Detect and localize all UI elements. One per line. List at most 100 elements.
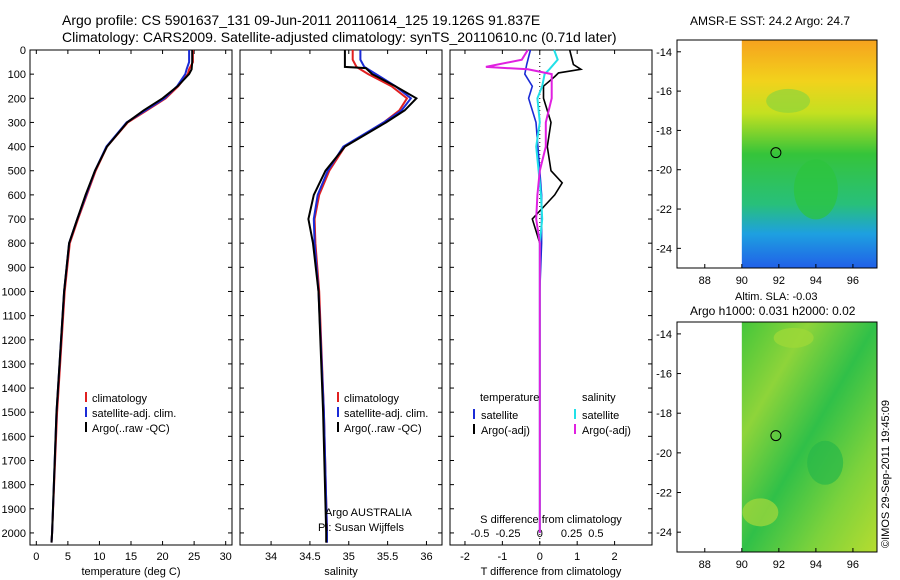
- x-tick-label: 34.5: [299, 551, 320, 563]
- x-tick-label: 10: [93, 551, 105, 563]
- y-tick-label: 200: [8, 93, 26, 105]
- x-tick-label: 15: [125, 551, 137, 563]
- panel-frame: [29, 49, 233, 546]
- x-axis-label: temperature (deg C): [81, 566, 180, 578]
- map-y-tick-label: -20: [656, 165, 672, 177]
- x-tick-label: 5: [65, 551, 71, 563]
- y-tick-label: 400: [8, 142, 26, 154]
- panel-1: 0 5 10 15 20 25 300100200300400500600700800900…: [2, 45, 233, 578]
- y-tick-label: 1000: [2, 286, 26, 298]
- map-x-tick-label: 94: [810, 559, 822, 571]
- y-tick-label: 1800: [2, 480, 26, 492]
- legend-label: satellite: [582, 410, 619, 422]
- x-axis-label: salinity: [324, 566, 358, 578]
- map-x-tick-label: 90: [736, 559, 748, 571]
- y-tick-label: 700: [8, 214, 26, 226]
- map-blob: [773, 327, 814, 348]
- y-tick-label: 1300: [2, 359, 26, 371]
- map-x-tick-label: 90: [736, 275, 748, 287]
- map-x-tick-label: 96: [847, 559, 859, 571]
- float-position-marker: [770, 147, 782, 159]
- annotation-institution: Argo AUSTRALIA: [325, 507, 412, 519]
- sst-map: 88 90 92 94 96 -14 -16 -18 -20 -22 -24: [656, 39, 878, 287]
- legend-label: Argo(..raw -QC): [92, 423, 170, 435]
- map-y-tick-label: -22: [656, 488, 672, 500]
- x-tick-label: -1: [497, 551, 507, 563]
- x-tick-label: 0: [33, 551, 39, 563]
- float-position-marker: [770, 430, 782, 442]
- map-x-tick-label: 92: [773, 559, 785, 571]
- map-blob: [793, 159, 838, 220]
- profile-title: Argo profile: CS 5901637_131 09-Jun-2011…: [62, 12, 541, 28]
- map-blob: [807, 440, 844, 485]
- legend-label: satellite: [481, 410, 518, 422]
- panel-frame: [239, 49, 443, 546]
- series-line: [50, 50, 194, 543]
- legend-label: Argo(-adj): [481, 425, 530, 437]
- x-tick-label: 35: [343, 551, 355, 563]
- x-tick-label: 36: [420, 551, 432, 563]
- series-line: [485, 49, 553, 533]
- x-tick-label: 30: [220, 551, 232, 563]
- map-y-tick-label: -24: [656, 243, 672, 255]
- map-x-tick-label: 88: [699, 559, 711, 571]
- map-blob: [766, 88, 811, 113]
- y-tick-label: 800: [8, 238, 26, 250]
- legend-label: climatology: [92, 393, 148, 405]
- annotation-pi: PI: Susan Wijffels: [318, 522, 404, 534]
- s-tick-label: -0.25: [495, 528, 520, 540]
- y-tick-label: 1100: [2, 311, 26, 323]
- legend-label: climatology: [344, 393, 400, 405]
- map-y-tick-label: -24: [656, 527, 672, 539]
- y-tick-label: 2000: [2, 528, 26, 540]
- map-field: [741, 40, 877, 268]
- panel-frame: [449, 49, 653, 546]
- map-x-tick-label: 96: [847, 275, 859, 287]
- legend-header: salinity: [582, 392, 616, 404]
- s-tick-label: -0.5: [470, 528, 489, 540]
- map-blob: [742, 498, 779, 527]
- x-tick-label: 20: [156, 551, 168, 563]
- x-tick-label: -2: [460, 551, 470, 563]
- legend-label: Argo(..raw -QC): [344, 423, 422, 435]
- panel-2: 34 34.5 35 35.5 36 salinity climatology satelli…: [239, 49, 443, 578]
- sla-map-subtitle: Argo h1000: 0.031 h2000: 0.02: [690, 304, 856, 318]
- legend-label: satellite-adj. clim.: [344, 408, 428, 420]
- y-tick-label: 100: [8, 69, 26, 81]
- map-x-tick-label: 88: [699, 275, 711, 287]
- sla-map: 88 90 92 94 96 -14 -16 -18 -20 -22 -24: [656, 321, 878, 571]
- series-line: [307, 50, 419, 543]
- map-y-tick-label: -22: [656, 204, 672, 216]
- y-tick-label: 1500: [2, 407, 26, 419]
- legend-label: Argo(-adj): [582, 425, 631, 437]
- x-tick-label: 35.5: [377, 551, 398, 563]
- y-tick-label: 900: [8, 262, 26, 274]
- y-tick-label: 1600: [2, 431, 26, 443]
- map-frame: [676, 39, 878, 269]
- legend-label: satellite-adj. clim.: [92, 408, 176, 420]
- map-y-tick-label: -16: [656, 369, 672, 381]
- y-tick-label: 1400: [2, 383, 26, 395]
- s-tick-label: 0.25: [561, 528, 582, 540]
- sst-map-title: AMSR-E SST: 24.2 Argo: 24.7: [690, 14, 851, 28]
- s-tick-label: 0.5: [588, 528, 603, 540]
- y-tick-label: 500: [8, 166, 26, 178]
- y-tick-label: 1700: [2, 455, 26, 467]
- x-tick-label: 0: [537, 551, 543, 563]
- map-y-tick-label: -14: [656, 329, 672, 341]
- x-tick-label: 1: [574, 551, 580, 563]
- map-x-tick-label: 94: [810, 275, 822, 287]
- map-x-tick-label: 92: [773, 275, 785, 287]
- map-y-tick-label: -18: [656, 408, 672, 420]
- x-tick-label: 34: [265, 551, 277, 563]
- sla-map-title: Altim. SLA: -0.03: [735, 291, 818, 303]
- map-y-tick-label: -18: [656, 125, 672, 137]
- s-axis-label: S difference from climatology: [480, 514, 622, 526]
- x-axis-label: T difference from climatology: [481, 566, 622, 578]
- y-tick-label: 600: [8, 190, 26, 202]
- y-tick-label: 0: [20, 45, 26, 57]
- climatology-title: Climatology: CARS2009. Satellite-adjuste…: [62, 29, 617, 45]
- y-tick-label: 300: [8, 117, 26, 129]
